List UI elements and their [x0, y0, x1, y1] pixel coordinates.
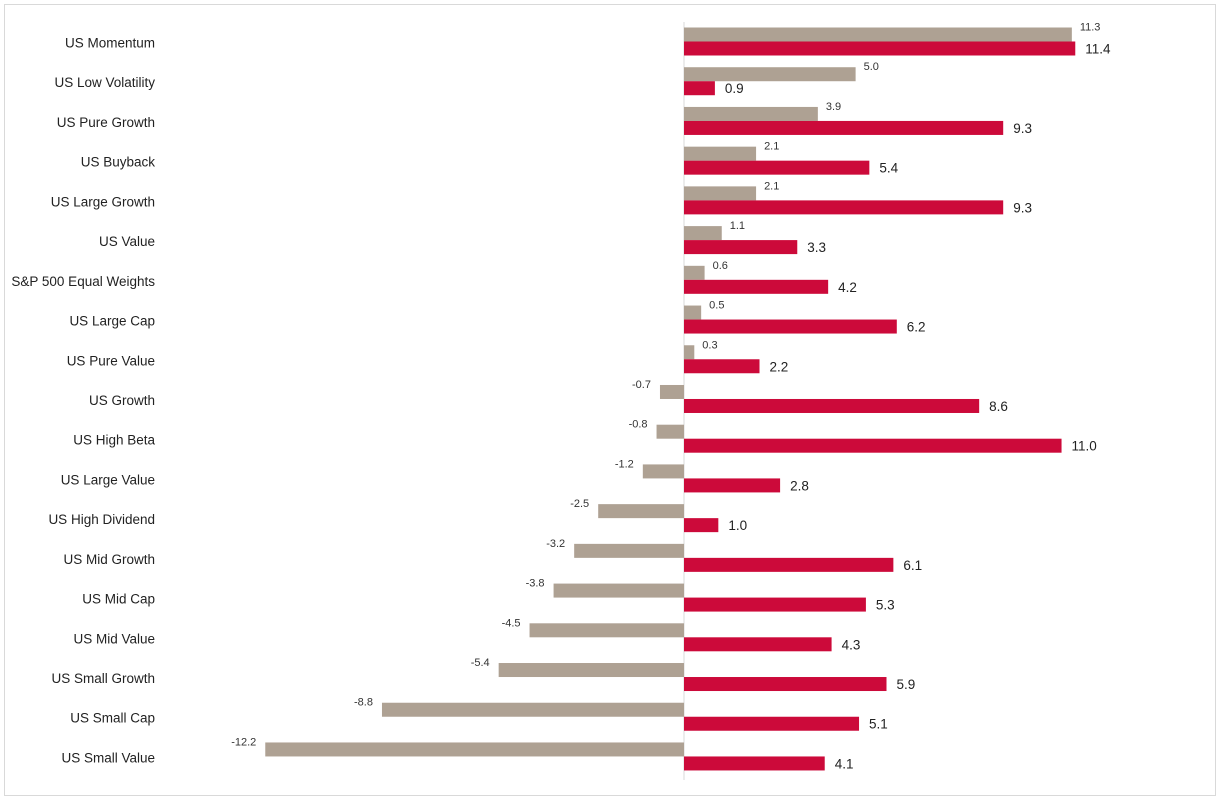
bar-series-1	[684, 27, 1072, 42]
data-label-series-2: 3.3	[807, 240, 826, 255]
data-label-series-2: 4.1	[835, 756, 854, 771]
bar-series-1	[574, 543, 684, 558]
category-label: US Buyback	[81, 155, 156, 170]
data-label-series-1: 11.3	[1080, 22, 1101, 34]
data-label-series-1: -1.2	[615, 458, 634, 470]
bar-series-1	[598, 504, 684, 519]
category-label: US Mid Value	[73, 631, 155, 646]
data-label-series-1: 0.5	[709, 300, 724, 312]
data-label-series-1: 0.3	[702, 339, 717, 351]
data-label-series-1: -8.8	[354, 697, 373, 709]
bar-series-2	[684, 359, 760, 374]
data-label-series-1: 5.0	[864, 61, 879, 73]
category-label: US Value	[99, 234, 155, 249]
category-label: US Small Cap	[70, 711, 155, 726]
bar-series-1	[684, 186, 757, 201]
bar-series-1	[656, 424, 684, 439]
bar-series-2	[684, 319, 897, 334]
bar-series-2	[684, 716, 860, 731]
category-label: US Pure Value	[67, 353, 155, 368]
bar-series-1	[529, 623, 684, 638]
bar-series-1	[642, 464, 684, 479]
data-label-series-2: 9.3	[1013, 121, 1032, 136]
category-label: US Low Volatility	[54, 75, 155, 90]
data-label-series-2: 5.1	[869, 717, 888, 732]
data-label-series-1: -0.8	[629, 419, 648, 431]
data-label-series-1: -2.5	[570, 498, 589, 510]
data-label-series-1: 0.6	[713, 260, 728, 272]
bar-series-1	[659, 384, 684, 399]
bar-series-2	[684, 518, 719, 533]
bar-series-2	[684, 756, 825, 771]
data-label-series-1: -0.7	[632, 379, 651, 391]
data-label-series-1: -4.5	[502, 617, 521, 629]
category-label: US Small Value	[61, 750, 155, 765]
data-label-series-2: 0.9	[725, 81, 744, 96]
data-label-series-2: 2.8	[790, 478, 809, 493]
bar-series-1	[684, 106, 818, 121]
bar-series-2	[684, 478, 781, 493]
data-label-series-1: -3.8	[526, 578, 545, 590]
data-label-series-2: 11.4	[1085, 42, 1111, 57]
category-label: US High Beta	[73, 433, 155, 448]
category-label: US Small Growth	[51, 671, 155, 686]
data-label-series-1: -3.2	[546, 538, 565, 550]
bar-series-2	[684, 597, 866, 612]
category-label: US Momentum	[65, 36, 155, 51]
bar-series-2	[684, 438, 1062, 453]
category-label: US Large Cap	[69, 314, 155, 329]
bar-series-2	[684, 160, 870, 175]
bar-series-1	[684, 265, 705, 280]
data-label-series-2: 6.2	[907, 320, 926, 335]
bar-series-2	[684, 120, 1004, 135]
category-label: US Large Growth	[51, 194, 155, 209]
data-label-series-2: 8.6	[989, 399, 1008, 414]
bar-series-1	[684, 67, 856, 82]
bar-series-1	[684, 146, 757, 161]
bar-series-1	[684, 345, 695, 360]
data-label-series-2: 11.0	[1072, 439, 1097, 454]
bar-series-2	[684, 557, 894, 572]
data-label-series-1: -5.4	[471, 657, 490, 669]
bar-series-2	[684, 200, 1004, 215]
bar-series-1	[684, 226, 722, 241]
data-label-series-1: 3.9	[826, 101, 841, 113]
data-label-series-1: -12.2	[231, 736, 256, 748]
bar-series-2	[684, 240, 798, 255]
data-label-series-1: 2.1	[764, 180, 779, 192]
bar-series-1	[684, 305, 702, 320]
data-label-series-2: 5.9	[897, 677, 916, 692]
data-label-series-1: 2.1	[764, 141, 779, 153]
bar-series-2	[684, 279, 829, 294]
bar-series-2	[684, 677, 887, 692]
data-label-series-2: 4.2	[838, 280, 857, 295]
bar-series-2	[684, 81, 715, 96]
data-label-series-2: 9.3	[1013, 200, 1032, 215]
category-label: US Mid Growth	[63, 552, 155, 567]
bar-series-2	[684, 41, 1076, 56]
data-label-series-2: 4.3	[842, 637, 861, 652]
data-label-series-2: 1.0	[728, 518, 747, 533]
category-label: US Pure Growth	[57, 115, 155, 130]
category-label: S&P 500 Equal Weights	[11, 274, 155, 289]
data-label-series-2: 6.1	[903, 558, 922, 573]
category-label: US Mid Cap	[82, 592, 155, 607]
data-label-series-1: 1.1	[730, 220, 745, 232]
bar-series-1	[553, 583, 684, 598]
category-label: US Large Value	[61, 472, 155, 487]
bar-series-2	[684, 398, 980, 413]
data-label-series-2: 5.4	[879, 161, 898, 176]
category-label: US High Dividend	[48, 512, 155, 527]
data-label-series-2: 2.2	[770, 359, 789, 374]
data-label-series-2: 5.3	[876, 598, 895, 613]
category-label: US Growth	[89, 393, 155, 408]
bar-series-1	[265, 742, 684, 757]
bar-series-1	[381, 702, 684, 717]
bar-series-2	[684, 637, 832, 652]
bar-series-1	[498, 663, 684, 678]
